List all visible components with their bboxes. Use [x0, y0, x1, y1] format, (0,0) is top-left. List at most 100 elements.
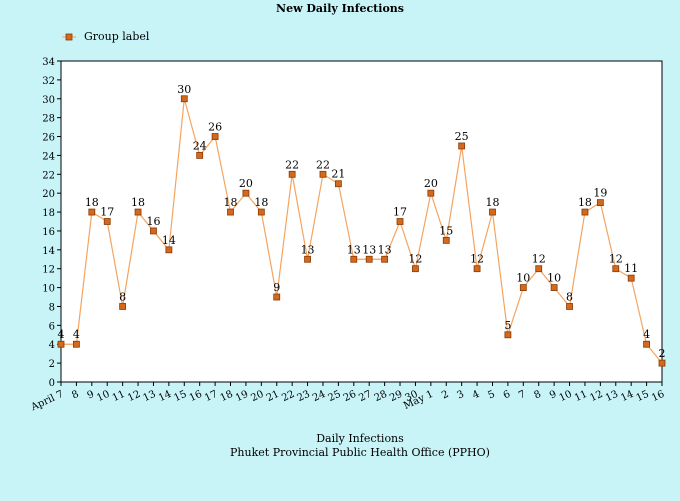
legend-marker-icon [62, 33, 76, 40]
x-tick-label: 9 [86, 389, 96, 402]
data-label: 24 [193, 139, 207, 152]
x-tick-label: 10 [95, 389, 111, 404]
data-point [103, 218, 111, 225]
data-point [227, 208, 234, 216]
data-point [381, 255, 389, 263]
data-label: 13 [378, 243, 392, 256]
data-label: 18 [485, 196, 499, 209]
data-point [365, 255, 373, 263]
chart-title: New Daily Infections [276, 2, 404, 15]
data-label: 21 [331, 168, 345, 181]
data-label: 12 [408, 253, 422, 266]
y-tick-label: 6 [49, 321, 55, 332]
data-point [242, 189, 250, 197]
data-point [211, 133, 219, 140]
data-point [396, 218, 404, 225]
x-axis-label: Daily Infections [316, 432, 404, 445]
data-label: 14 [162, 234, 176, 247]
y-tick-label: 34 [42, 57, 55, 68]
data-point [519, 284, 527, 291]
data-point [489, 208, 496, 216]
x-tick-label: 25 [326, 389, 342, 404]
x-tick-label: 13 [142, 389, 158, 404]
data-point [427, 189, 435, 197]
x-tick-label: 29 [388, 389, 404, 404]
data-point [119, 303, 127, 310]
data-label: 18 [131, 196, 145, 209]
data-label: 4 [58, 328, 65, 341]
x-tick-label: 12 [588, 389, 604, 404]
data-label: 10 [547, 272, 561, 285]
data-point [134, 208, 142, 216]
x-tick-label: April 7 [29, 389, 66, 414]
data-label: 13 [347, 243, 361, 256]
y-tick-label: 24 [42, 151, 55, 162]
y-tick-label: 14 [42, 246, 55, 257]
data-label: 12 [532, 253, 546, 266]
y-tick-label: 2 [49, 359, 55, 370]
x-tick-label: 21 [265, 389, 281, 404]
y-tick-label: 0 [49, 378, 55, 389]
legend-label: Group label [84, 30, 150, 43]
x-tick-label: 14 [157, 389, 173, 404]
y-tick-label: 18 [42, 208, 55, 219]
x-tick-label: 3 [456, 389, 466, 402]
data-label: 18 [578, 196, 592, 209]
data-point [334, 180, 342, 188]
x-tick-label: 6 [502, 389, 512, 402]
data-label: 26 [208, 121, 222, 134]
data-label: 18 [224, 196, 238, 209]
data-label: 18 [254, 196, 268, 209]
x-tick-label: 9 [548, 389, 558, 402]
y-tick-label: 28 [42, 114, 55, 125]
data-label: 10 [516, 272, 530, 285]
x-tick-label: 7 [517, 389, 527, 402]
x-tick-label: 27 [357, 389, 373, 404]
data-point [566, 303, 573, 310]
y-tick-label: 32 [42, 76, 55, 87]
x-tick-label: 18 [219, 389, 235, 404]
data-point [304, 255, 311, 263]
x-tick-label: 26 [342, 389, 358, 404]
data-point [319, 170, 327, 178]
data-point [504, 331, 512, 339]
data-label: 13 [362, 243, 376, 256]
y-tick-label: 8 [49, 302, 55, 313]
data-label: 19 [593, 187, 607, 200]
data-point [442, 236, 450, 244]
data-label: 25 [455, 130, 469, 143]
x-tick-label: 14 [619, 389, 635, 404]
data-label: 17 [393, 206, 407, 219]
plot-area [60, 60, 663, 383]
data-point [458, 142, 466, 150]
data-label: 18 [85, 196, 99, 209]
data-point [180, 95, 188, 103]
data-label: 2 [659, 347, 666, 360]
y-tick-label: 10 [42, 284, 55, 295]
x-tick-label: 12 [126, 389, 142, 404]
data-label: 11 [624, 262, 638, 275]
x-tick-label: 2 [440, 389, 450, 402]
x-tick-label: 13 [604, 389, 620, 404]
data-label: 4 [73, 328, 80, 341]
y-tick-label: 16 [42, 227, 55, 238]
data-point [473, 265, 481, 273]
x-tick-label: 15 [635, 389, 651, 404]
data-label: 4 [643, 328, 650, 341]
data-label: 8 [119, 290, 126, 303]
data-point [643, 340, 650, 348]
data-point [196, 152, 204, 159]
x-tick-label: 11 [573, 389, 589, 404]
data-label: 12 [470, 253, 484, 266]
data-label: 9 [273, 281, 280, 294]
data-point [581, 208, 589, 216]
data-point [273, 293, 281, 301]
x-tick-label: 8 [70, 389, 80, 402]
data-point [596, 199, 604, 207]
x-tick-label: 16 [650, 389, 666, 404]
data-label: 20 [239, 177, 253, 190]
data-label: 30 [177, 83, 191, 96]
data-label: 20 [424, 177, 438, 190]
y-tick-label: 30 [42, 95, 55, 106]
